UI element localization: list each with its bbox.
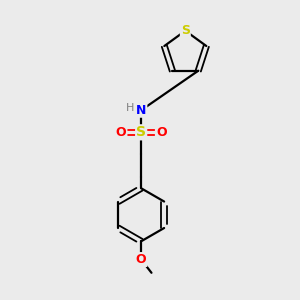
Text: O: O	[116, 126, 127, 139]
Text: N: N	[136, 104, 146, 117]
Text: S: S	[136, 125, 146, 139]
Text: O: O	[156, 126, 166, 139]
Text: S: S	[181, 24, 190, 37]
Text: H: H	[126, 103, 134, 113]
Text: O: O	[136, 253, 146, 266]
